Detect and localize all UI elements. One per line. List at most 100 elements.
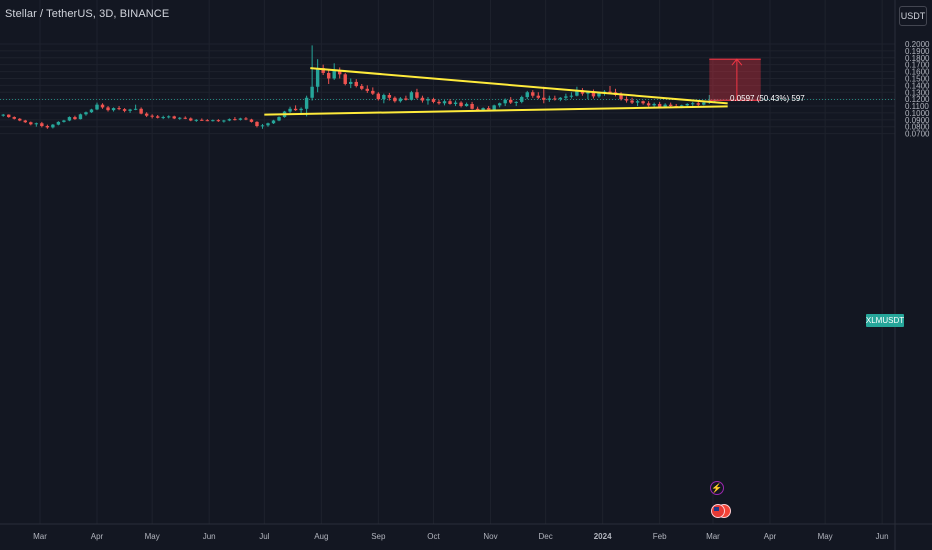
candle-body (575, 90, 579, 96)
time-tick-label: Mar (706, 532, 720, 541)
candle-body (310, 86, 314, 98)
time-axis[interactable]: Mar Apr May Jun Jul Aug Sep Oct Nov Dec 2024 Feb Mar… (0, 523, 932, 541)
candle-body (332, 70, 336, 79)
measure-arrow-head (731, 58, 743, 66)
candle-body (547, 98, 552, 100)
candle-body (696, 103, 700, 105)
candle-body (508, 99, 513, 103)
candle-body (619, 95, 623, 100)
candle-body (464, 103, 469, 107)
candle-body (668, 104, 673, 107)
candle-body (382, 95, 386, 100)
candle-body (271, 120, 276, 124)
candle-body (266, 123, 270, 126)
candle-body (492, 105, 496, 110)
candle-body (166, 116, 171, 118)
candle-body (29, 122, 33, 125)
price-tick-label: 0.1100 (905, 102, 929, 111)
candle-body (161, 117, 165, 119)
time-tick-label: Aug (314, 532, 328, 541)
candle-body (459, 102, 463, 107)
time-tick-label: Sep (371, 532, 386, 541)
candle-body (624, 99, 629, 101)
candle-body (200, 119, 204, 121)
candle-body (475, 108, 480, 111)
price-tick-label: 0.1800 (905, 54, 930, 63)
candle-body (591, 92, 596, 97)
candle-body (481, 108, 485, 111)
candle-body (646, 103, 651, 106)
candle-body (657, 103, 662, 107)
symbol-title: Stellar / TetherUS, 3D, BINANCE (5, 8, 170, 20)
candle-body (635, 101, 640, 103)
candle-body (238, 118, 243, 120)
candle-body (277, 117, 281, 121)
candle-body (564, 96, 568, 98)
candle-body (95, 104, 99, 110)
candle-body (293, 108, 298, 111)
price-tick-label: 0.1500 (905, 74, 930, 83)
chart-grid (0, 0, 895, 524)
time-tick-label: Mar (33, 532, 47, 541)
candle-body (128, 109, 132, 111)
candle-body (387, 95, 392, 98)
measure-box[interactable] (709, 58, 761, 101)
candle-body (222, 120, 226, 122)
candle-body (586, 92, 590, 94)
lightning-icon[interactable]: ⚡ (710, 481, 724, 495)
candle-body (702, 102, 706, 105)
candle-body (78, 114, 83, 120)
us-flag-icon[interactable] (711, 504, 725, 518)
candle-series (1, 45, 717, 129)
candle-body (536, 95, 541, 98)
currency-button[interactable]: USDT (899, 6, 927, 26)
candle-body (426, 99, 430, 101)
candle-body (453, 102, 458, 104)
candle-body (178, 117, 182, 119)
candle-body (553, 98, 557, 100)
price-tick-label: 0.1000 (905, 109, 930, 118)
time-tick-label: Apr (764, 532, 777, 541)
price-tick-label: 0.1900 (905, 47, 930, 56)
candle-body (470, 103, 474, 109)
candle-body (183, 117, 187, 119)
candle-body (288, 108, 292, 112)
candle-body (189, 118, 193, 121)
candle-body (404, 98, 408, 100)
time-tick-label: Feb (653, 532, 667, 541)
price-tick-label: 0.1600 (905, 68, 930, 77)
trendlines[interactable] (264, 67, 728, 116)
time-tick-label: Oct (427, 532, 440, 541)
upper-trendline (310, 67, 728, 105)
time-tick-label: Jun (203, 532, 216, 541)
candle-body (144, 113, 149, 116)
candle-body (630, 100, 634, 103)
candle-body (117, 108, 121, 110)
candle-body (520, 97, 524, 102)
candle-body (641, 101, 645, 104)
candle-body (227, 119, 232, 121)
candle-body (415, 92, 419, 98)
price-tick-label: 0.0700 (905, 130, 930, 139)
candle-body (51, 124, 55, 128)
candle-body (663, 104, 667, 107)
time-tick-label: Apr (91, 532, 104, 541)
candle-body (409, 92, 414, 100)
candle-body (486, 108, 491, 110)
candle-body (260, 125, 265, 127)
candle-body (1, 114, 5, 116)
candle-body (685, 103, 689, 106)
candle-body (56, 121, 61, 125)
price-tick-label: 0.1300 (905, 88, 930, 97)
candle-body (393, 97, 397, 102)
measure-label: 0.0597 (50.43%) 597 (730, 94, 805, 103)
lower-trendline (264, 105, 728, 116)
candle-body (73, 117, 77, 120)
price-tag: XLMUSDT (865, 314, 905, 327)
candle-body (111, 108, 116, 111)
price-axis[interactable]: 0.20000.19000.18000.17000.16000.15000.14… (894, 0, 930, 550)
candle-body (326, 72, 331, 79)
candle-body (503, 99, 507, 104)
candle-body (12, 117, 16, 119)
